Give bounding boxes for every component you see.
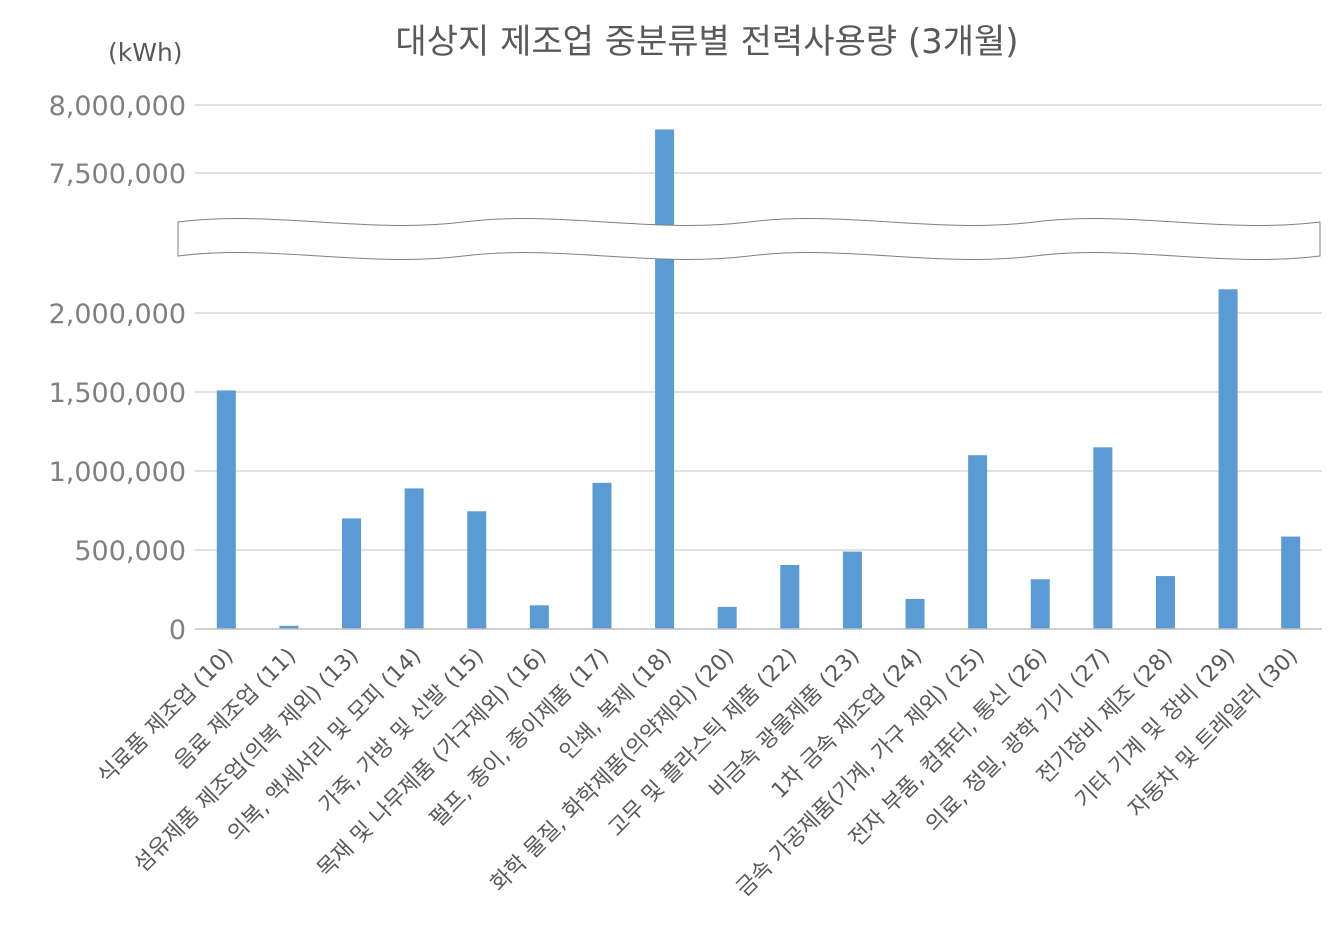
bar: [1218, 289, 1238, 629]
bar: [529, 605, 549, 629]
bar: [1155, 576, 1175, 629]
y-axis-unit-label: (kWh): [108, 38, 183, 67]
x-tick-label: 인쇄, 복제 (18): [555, 644, 677, 766]
bar: [842, 551, 862, 629]
bar: [905, 598, 925, 629]
y-tick-label: 0: [169, 615, 186, 646]
y-tick-label: 2,000,000: [49, 299, 186, 330]
bar: [1093, 447, 1113, 629]
bar-series: [216, 129, 1301, 630]
axis-break-band: [177, 218, 1321, 260]
y-tick-label: 8,000,000: [49, 91, 186, 122]
y-axis-ticks: 0 500,000 1,000,000 1,500,000 2,000,000 7,500…: [49, 91, 186, 646]
x-axis-labels: 식료품 제조업 (10)음료 제조업 (11)섬유제품 제조업(의복 제외) (…: [93, 644, 1303, 902]
bar: [342, 518, 362, 629]
bar: [655, 129, 675, 630]
bar: [592, 482, 612, 629]
bar: [1281, 536, 1301, 629]
x-tick-label: 목재 및 나무제품 (가구제외) (16): [313, 644, 552, 883]
axis-break: [177, 218, 1321, 260]
bar: [717, 606, 737, 629]
bar: [467, 511, 487, 629]
bar: [1030, 579, 1050, 629]
gridlines: [195, 104, 1322, 551]
bar: [780, 565, 800, 629]
bar: [279, 625, 299, 629]
bar: [968, 455, 988, 629]
chart-title: 대상지 제조업 중분류별 전력사용량 (3개월): [395, 22, 1019, 62]
y-tick-label: 1,500,000: [49, 378, 186, 409]
y-tick-label: 500,000: [74, 536, 186, 567]
bar: [216, 390, 236, 629]
x-tick-label: 섬유제품 제조업(의복 제외) (13): [130, 644, 364, 878]
y-tick-label: 1,000,000: [49, 457, 186, 488]
y-tick-label: 7,500,000: [49, 159, 186, 190]
bar: [404, 488, 424, 629]
